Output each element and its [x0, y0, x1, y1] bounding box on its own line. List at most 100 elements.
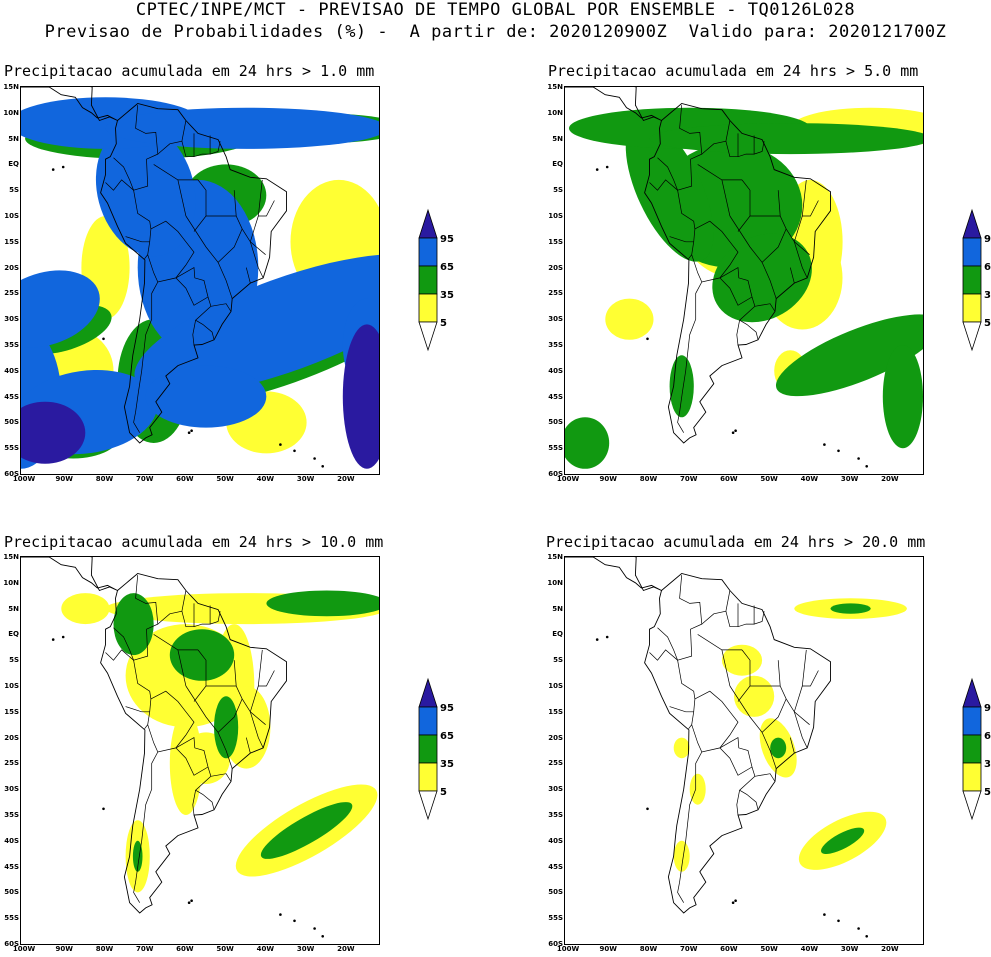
legend-swatch [418, 677, 438, 708]
lon-label: 60W [176, 945, 194, 953]
country-border [721, 649, 731, 687]
coastline [565, 87, 868, 468]
country-border [177, 649, 187, 687]
country-border [193, 649, 207, 702]
lat-label: 15N [3, 83, 19, 91]
lat-label: EQ [8, 630, 19, 639]
legend-swatch [962, 762, 982, 792]
legend-swatch [962, 677, 982, 708]
lat-label: 50S [4, 418, 19, 427]
island [187, 431, 191, 435]
prob-region-level-2 [625, 118, 714, 262]
coastline [21, 557, 325, 938]
country-border [802, 200, 819, 217]
island [865, 935, 868, 938]
probability-field [61, 590, 379, 893]
central-america-outline [21, 557, 118, 592]
lat-label: 10N [3, 108, 19, 117]
island [313, 457, 316, 460]
legend-colorbar-1 [418, 208, 438, 352]
country-border [657, 575, 703, 661]
country-border [719, 737, 753, 776]
central-america-outline [565, 87, 662, 122]
country-border [697, 164, 742, 181]
island [823, 913, 826, 916]
country-border [677, 751, 703, 903]
lat-label: 45S [4, 392, 19, 401]
country-border [677, 281, 703, 433]
prob-region-level-2 [214, 696, 239, 759]
legend-swatch [418, 265, 438, 295]
lat-label: 50S [548, 418, 563, 427]
probability-field [21, 97, 379, 469]
lon-label: 30W [296, 945, 315, 953]
country-border [649, 649, 678, 661]
island [190, 429, 193, 433]
legend-swatch [962, 265, 982, 295]
country-border [793, 179, 807, 242]
lon-label: 70W [135, 475, 154, 483]
prob-region-level-1 [734, 675, 775, 717]
country-border [677, 660, 696, 730]
prob-region-level-3 [95, 124, 196, 257]
lon-label: 90W [55, 475, 73, 483]
country-border [217, 262, 233, 299]
lat-label: 25S [4, 289, 19, 298]
lat-label: 20S [548, 733, 563, 742]
lon-label: 50W [760, 945, 778, 953]
country-border [691, 690, 739, 753]
legend-level-label: 95 [984, 703, 991, 714]
lat-label: 10N [3, 578, 19, 587]
lon-label: 50W [760, 475, 778, 483]
prob-region-level-2 [882, 345, 923, 449]
legend-level-label: 35 [440, 290, 454, 301]
legend-level-label: 5 [984, 787, 991, 798]
country-border [133, 281, 159, 433]
country-border [793, 711, 808, 749]
lat-label: 55S [4, 444, 19, 453]
legend-panel-3: 95 65 35 5 [418, 677, 478, 827]
island [313, 927, 316, 930]
lat-label: 40S [548, 836, 563, 845]
country-border [147, 690, 195, 753]
island [187, 901, 191, 904]
lon-label: 70W [679, 475, 698, 483]
prob-region-level-2 [712, 233, 812, 323]
legend-colorbar-3 [418, 677, 438, 821]
lat-label: 10N [547, 108, 563, 117]
country-border [669, 706, 694, 713]
lon-label: 20W [881, 475, 899, 483]
country-border [195, 296, 215, 340]
island [279, 443, 282, 446]
country-border [737, 649, 751, 702]
country-border [105, 179, 134, 191]
subtitle: Previsao de Probabilidades (%) - A parti… [44, 22, 947, 42]
country-border [113, 105, 159, 191]
country-border [669, 236, 694, 243]
map-panel-20mm [564, 556, 924, 945]
country-border [192, 790, 196, 816]
lat-label: 50S [548, 888, 563, 897]
lat-label: 45S [4, 862, 19, 871]
prob-region-level-3 [145, 365, 267, 428]
probability-field [565, 107, 923, 469]
country-border [177, 179, 187, 217]
map-svg-3 [21, 557, 379, 938]
country-border [210, 303, 232, 312]
prob-region-level-3 [21, 270, 100, 348]
country-border [729, 215, 787, 263]
prob-region-level-2 [113, 593, 154, 656]
country-border [736, 320, 740, 346]
prob-region-level-2 [260, 802, 353, 859]
country-border [691, 220, 739, 283]
island [731, 901, 735, 904]
map-panel-1mm [20, 86, 380, 475]
island [734, 429, 737, 433]
prob-region-level-1 [169, 711, 202, 815]
island [293, 449, 296, 453]
island [731, 431, 735, 435]
lat-label: 5N [8, 134, 19, 143]
prob-region-level-4 [342, 324, 379, 469]
country-border [737, 179, 751, 232]
map-svg-4 [565, 557, 907, 938]
